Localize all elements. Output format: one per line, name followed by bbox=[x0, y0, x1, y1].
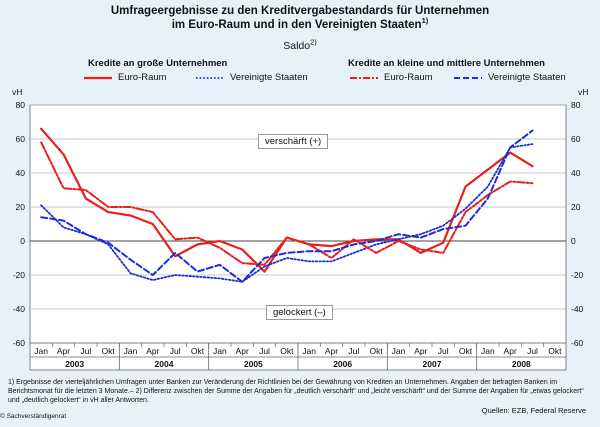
sources: Quellen: EZB, Federal Reserve bbox=[481, 406, 586, 415]
x-tick-label: Jul bbox=[527, 346, 538, 356]
y-tick-label-right: 20 bbox=[571, 202, 581, 212]
x-tick-label: Jan bbox=[481, 346, 495, 356]
x-tick-label: Apr bbox=[504, 346, 517, 356]
x-tick-label: Okt bbox=[370, 346, 384, 356]
saldo-label: Saldo bbox=[283, 40, 311, 52]
annotation-eased: gelockert (–) bbox=[266, 305, 333, 320]
series-line-2 bbox=[40, 141, 534, 266]
x-tick-label: Apr bbox=[414, 346, 427, 356]
y-axis-label-left: vH bbox=[12, 87, 22, 97]
annotation-tightened: verschärft (+) bbox=[258, 134, 329, 149]
x-tick-label: Jan bbox=[302, 346, 316, 356]
legend-item-large-us: Vereinigte Staaten bbox=[196, 72, 308, 83]
legend-item-small-us: Vereinigte Staaten bbox=[454, 72, 566, 83]
x-tick-label: Jul bbox=[170, 346, 181, 356]
year-label: 2003 bbox=[65, 359, 84, 369]
legend-label-large-euro: Euro-Raum bbox=[118, 72, 167, 83]
x-tick-label: Apr bbox=[325, 346, 338, 356]
y-tick-label-left: 60 bbox=[16, 134, 26, 144]
legend-label-small-us: Vereinigte Staaten bbox=[488, 72, 566, 83]
plot-area bbox=[29, 104, 567, 371]
y-tick-label-right: -40 bbox=[571, 304, 584, 314]
y-tick-label-left: -20 bbox=[13, 270, 26, 280]
y-tick-label-left: 0 bbox=[20, 236, 25, 246]
title-line-2: im Euro-Raum und in den Vereinigten Staa… bbox=[0, 16, 600, 32]
x-tick-label: Jul bbox=[438, 346, 449, 356]
x-tick-label: Jul bbox=[80, 346, 91, 356]
x-tick-label: Okt bbox=[191, 346, 205, 356]
legend-item-small-euro: Euro-Raum bbox=[350, 72, 433, 83]
y-tick-label-right: -60 bbox=[571, 338, 584, 348]
y-tick-label-right: 0 bbox=[571, 236, 576, 246]
x-tick-label: Apr bbox=[57, 346, 70, 356]
x-tick-label: Apr bbox=[146, 346, 159, 356]
y-tick-label-right: -20 bbox=[571, 270, 584, 280]
x-tick-label: Jul bbox=[259, 346, 270, 356]
year-label: 2007 bbox=[423, 359, 442, 369]
x-tick-label: Okt bbox=[548, 346, 562, 356]
series-line-1 bbox=[40, 143, 534, 283]
y-tick-label-right: 40 bbox=[571, 168, 581, 178]
x-tick-label: Jan bbox=[213, 346, 227, 356]
title-line-2-text: im Euro-Raum und in den Vereinigten Staa… bbox=[171, 19, 422, 31]
x-tick-label: Jul bbox=[348, 346, 359, 356]
legend-swatch-large-euro bbox=[84, 76, 112, 79]
x-tick-label: Okt bbox=[102, 346, 116, 356]
chart-title: Umfrageergebnisse zu den Kreditvergabest… bbox=[0, 4, 600, 32]
title-footnote-marker: 1) bbox=[421, 16, 429, 26]
x-tick-label: Jan bbox=[34, 346, 48, 356]
chart-subtitle: Saldo2) bbox=[0, 37, 600, 52]
legend-group-small: Kredite an kleine und mittlere Unternehm… bbox=[348, 58, 545, 69]
title-line-1: Umfrageergebnisse zu den Kreditvergabest… bbox=[110, 5, 490, 17]
series-line-3 bbox=[40, 129, 534, 283]
legend-label-small-euro: Euro-Raum bbox=[384, 72, 433, 83]
legend-swatch-small-us bbox=[454, 76, 482, 79]
year-label: 2008 bbox=[512, 359, 531, 369]
y-tick-label-left: 20 bbox=[16, 202, 26, 212]
year-label: 2004 bbox=[155, 359, 174, 369]
footnote: 1) Ergebnisse der vierteljährlichen Umfr… bbox=[8, 379, 584, 404]
x-tick-label: Jan bbox=[124, 346, 138, 356]
legend-item-large-euro: Euro-Raum bbox=[84, 72, 167, 83]
legend-swatch-small-euro bbox=[350, 76, 378, 79]
y-tick-label-right: 80 bbox=[571, 100, 581, 110]
legend-group-large: Kredite an große Unternehmen bbox=[88, 58, 228, 69]
x-tick-label: Jan bbox=[392, 346, 406, 356]
y-tick-label-left: 40 bbox=[16, 168, 26, 178]
y-tick-label-left: -60 bbox=[13, 338, 26, 348]
y-tick-label-left: -40 bbox=[13, 304, 26, 314]
legend-label-large-us: Vereinigte Staaten bbox=[230, 72, 308, 83]
x-tick-label: Okt bbox=[280, 346, 294, 356]
y-tick-label-right: 60 bbox=[571, 134, 581, 144]
year-label: 2005 bbox=[244, 359, 263, 369]
y-tick-label-left: 80 bbox=[16, 100, 26, 110]
x-tick-label: Okt bbox=[459, 346, 473, 356]
y-axis-label-right: vH bbox=[578, 87, 588, 97]
x-tick-label: Apr bbox=[236, 346, 249, 356]
year-label: 2006 bbox=[333, 359, 352, 369]
copyright: © Sachverständigenrat bbox=[0, 413, 67, 420]
legend-swatch-large-us bbox=[196, 76, 224, 79]
saldo-footnote-marker: 2) bbox=[310, 37, 317, 47]
